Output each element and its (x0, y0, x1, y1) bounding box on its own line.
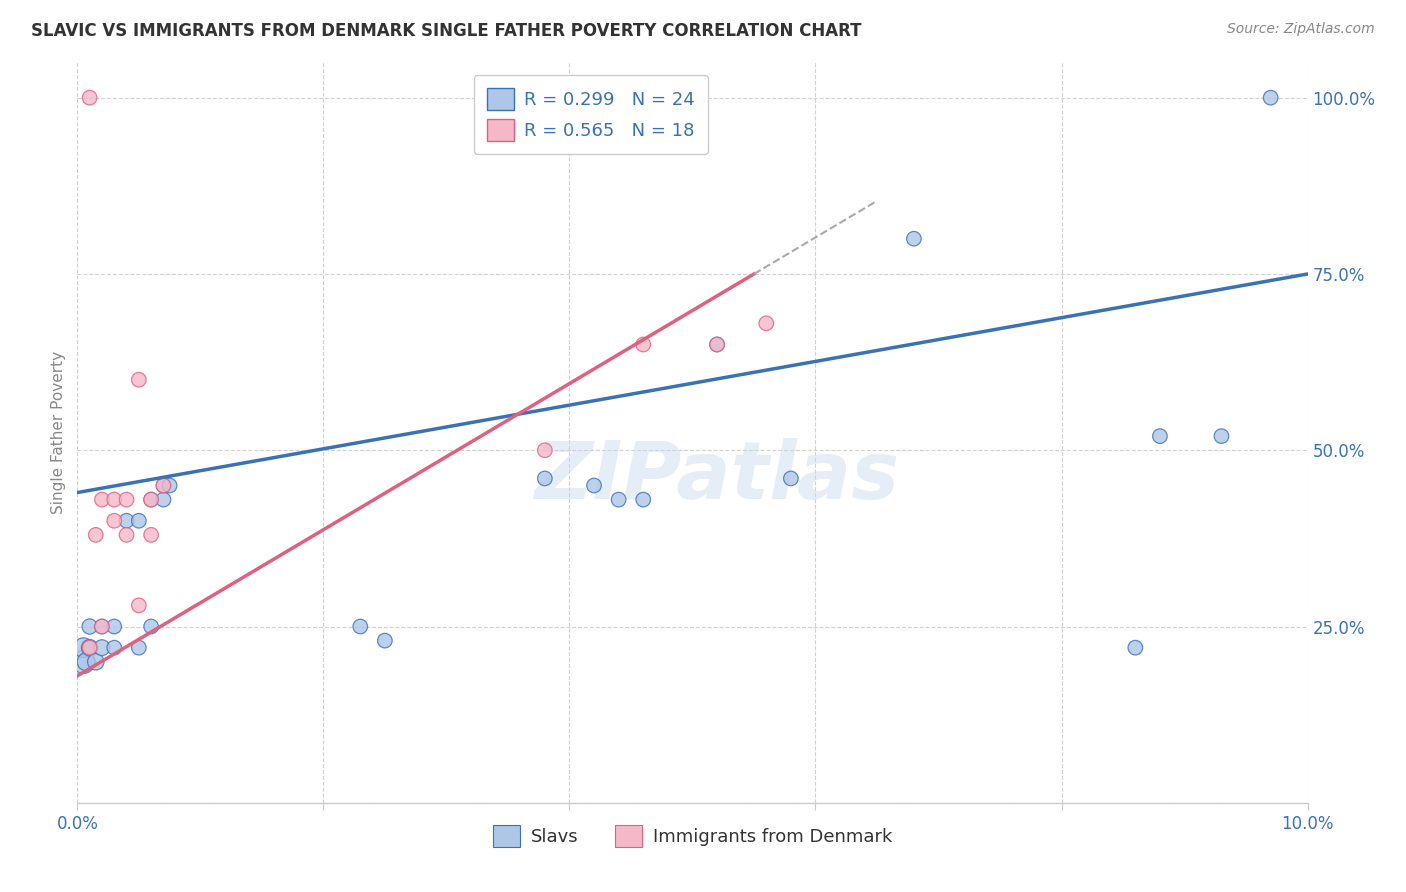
Point (128, 599, 150, 613)
Point (72, 655, 94, 669)
Point (607, 492, 630, 507)
Point (90, 619, 114, 633)
Point (103, 640, 125, 655)
Point (141, 528, 163, 542)
Point (1260, 91, 1282, 105)
Point (374, 633, 396, 648)
Point (84, 528, 107, 542)
Point (103, 514, 125, 528)
Point (141, 492, 163, 507)
Point (152, 492, 174, 507)
Point (79, 640, 101, 655)
Text: ZIPatlas: ZIPatlas (534, 438, 900, 516)
Point (115, 514, 138, 528)
Point (128, 514, 150, 528)
Text: SLAVIC VS IMMIGRANTS FROM DENMARK SINGLE FATHER POVERTY CORRELATION CHART: SLAVIC VS IMMIGRANTS FROM DENMARK SINGLE… (31, 22, 862, 40)
Point (903, 232, 925, 246)
Point (706, 337, 728, 351)
Point (1211, 429, 1233, 443)
Point (79, 640, 101, 655)
Point (90, 619, 114, 633)
Point (90, 492, 114, 507)
Point (90, 640, 114, 655)
Point (115, 528, 138, 542)
Point (79, 91, 101, 105)
Point (84, 655, 107, 669)
Point (152, 478, 174, 492)
Point (1125, 640, 1147, 655)
Point (141, 619, 163, 633)
Point (349, 619, 371, 633)
Point (103, 492, 125, 507)
Text: Source: ZipAtlas.com: Source: ZipAtlas.com (1227, 22, 1375, 37)
Point (128, 373, 150, 387)
Point (159, 478, 181, 492)
Point (115, 492, 138, 507)
Point (103, 619, 125, 633)
Point (633, 337, 655, 351)
Point (534, 443, 557, 458)
Point (128, 640, 150, 655)
Point (79, 619, 101, 633)
Point (633, 492, 655, 507)
Point (534, 471, 557, 485)
Point (75, 655, 97, 669)
Point (141, 492, 163, 507)
Point (1149, 429, 1171, 443)
Point (780, 471, 803, 485)
Point (583, 478, 606, 492)
Point (72, 640, 94, 655)
Point (152, 478, 174, 492)
Point (706, 337, 728, 351)
Y-axis label: Single Father Poverty: Single Father Poverty (51, 351, 66, 514)
Legend: Slavs, Immigrants from Denmark: Slavs, Immigrants from Denmark (485, 818, 900, 855)
Point (755, 316, 778, 330)
